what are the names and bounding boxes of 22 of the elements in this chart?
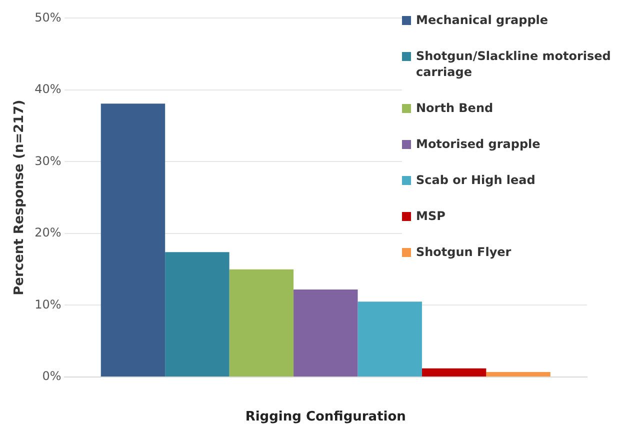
bar bbox=[358, 302, 422, 376]
bar bbox=[294, 289, 358, 376]
legend-label: Scab or High lead bbox=[416, 172, 536, 188]
y-tick-label: 40% bbox=[34, 82, 62, 96]
bar bbox=[229, 269, 294, 376]
y-tick-label: 10% bbox=[34, 297, 62, 312]
legend-label: Shotgun/Slackline motorised carriage bbox=[416, 48, 612, 80]
bar bbox=[165, 252, 230, 376]
bar bbox=[100, 104, 166, 376]
legend-label: Motorised grapple bbox=[416, 136, 540, 152]
y-tick-label: 50% bbox=[34, 10, 62, 24]
x-axis-title: Rigging Configuration bbox=[245, 410, 406, 425]
y-axis-title: Percent Response (n=217) bbox=[12, 100, 28, 296]
bar bbox=[486, 372, 550, 376]
y-tick-label: 30% bbox=[34, 154, 62, 168]
y-tick-label: 0% bbox=[42, 369, 62, 384]
legend-label: Mechanical grapple bbox=[416, 12, 548, 28]
legend-label: MSP bbox=[416, 208, 446, 224]
y-tick-label: 20% bbox=[34, 226, 62, 240]
legend-label: North Bend bbox=[416, 100, 494, 116]
bar bbox=[422, 368, 486, 376]
legend-label: Shotgun Flyer bbox=[416, 244, 512, 260]
